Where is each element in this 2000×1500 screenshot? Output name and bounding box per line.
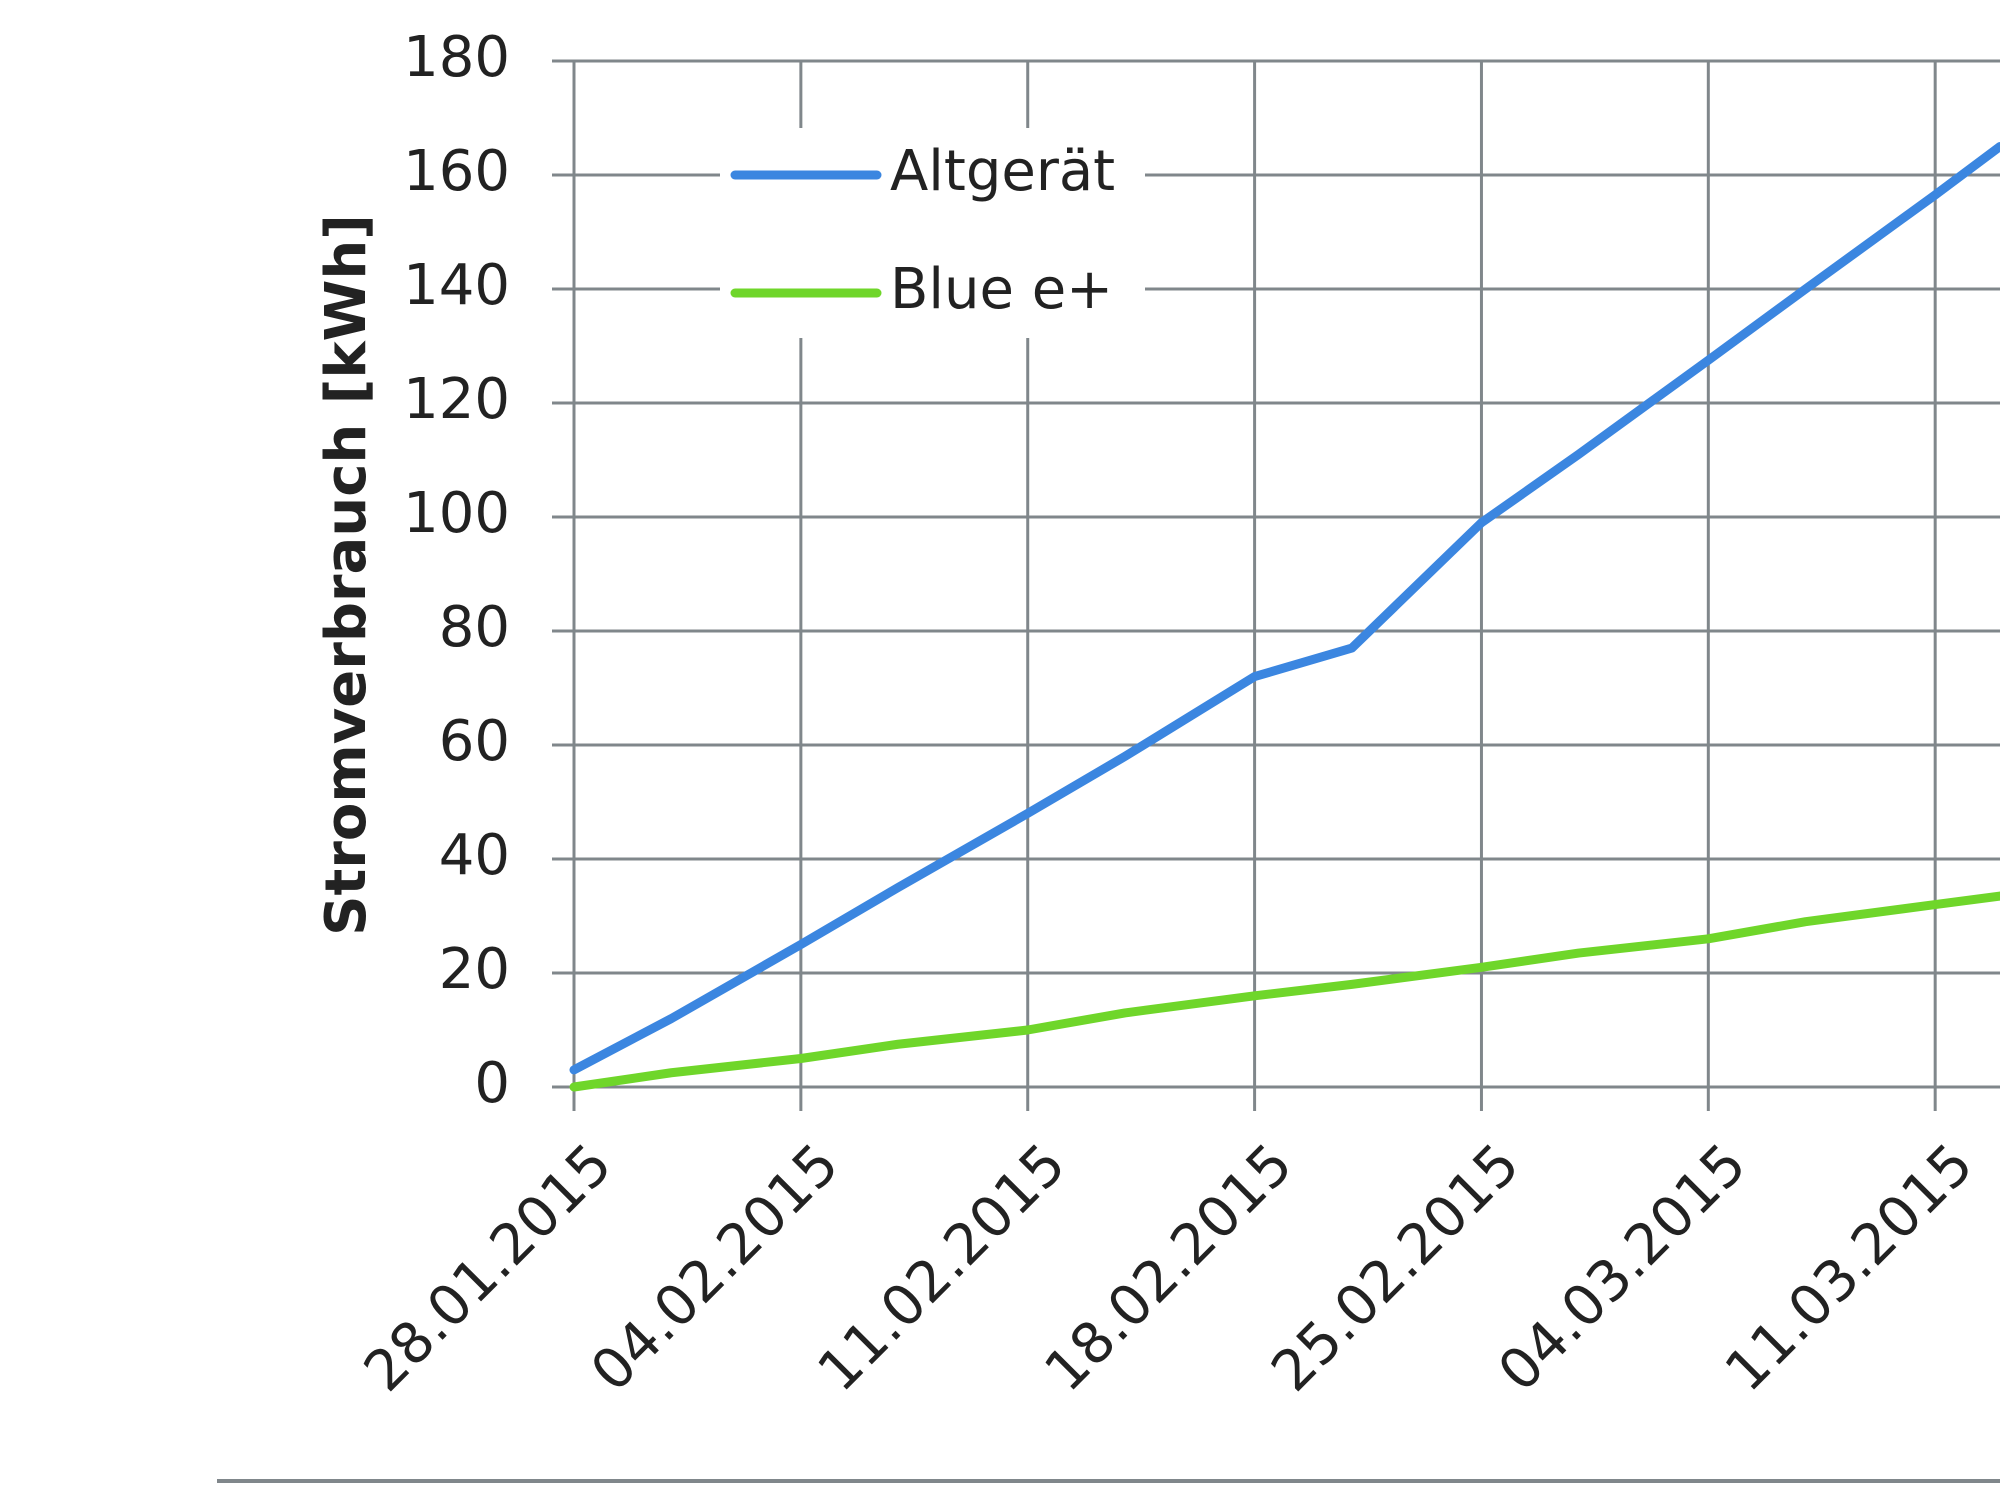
data-line [569, 891, 2000, 1092]
y-tick-label: 100 [403, 481, 510, 546]
y-tick-label: 40 [439, 823, 510, 888]
legend-box [720, 128, 1145, 338]
y-tick-label: 120 [403, 367, 510, 432]
x-tick-label: 11.03.2015 [1713, 1132, 1986, 1405]
y-tick-label: 60 [439, 709, 510, 774]
y-tick-label: 180 [403, 25, 510, 90]
y-tick-label: 160 [403, 139, 510, 204]
y-tick-label: 80 [439, 595, 510, 660]
legend: Altgerät Blue e+ [720, 128, 1145, 338]
y-tick-label: 140 [403, 253, 510, 318]
data-line [569, 142, 2000, 1075]
y-tick-label: 0 [474, 1051, 510, 1116]
legend-label: Altgerät [890, 139, 1115, 204]
legend-label: Blue e+ [890, 257, 1113, 322]
y-axis-title: Stromverbrauch [kWh] [314, 214, 379, 936]
y-tick-label: 20 [439, 937, 510, 1002]
